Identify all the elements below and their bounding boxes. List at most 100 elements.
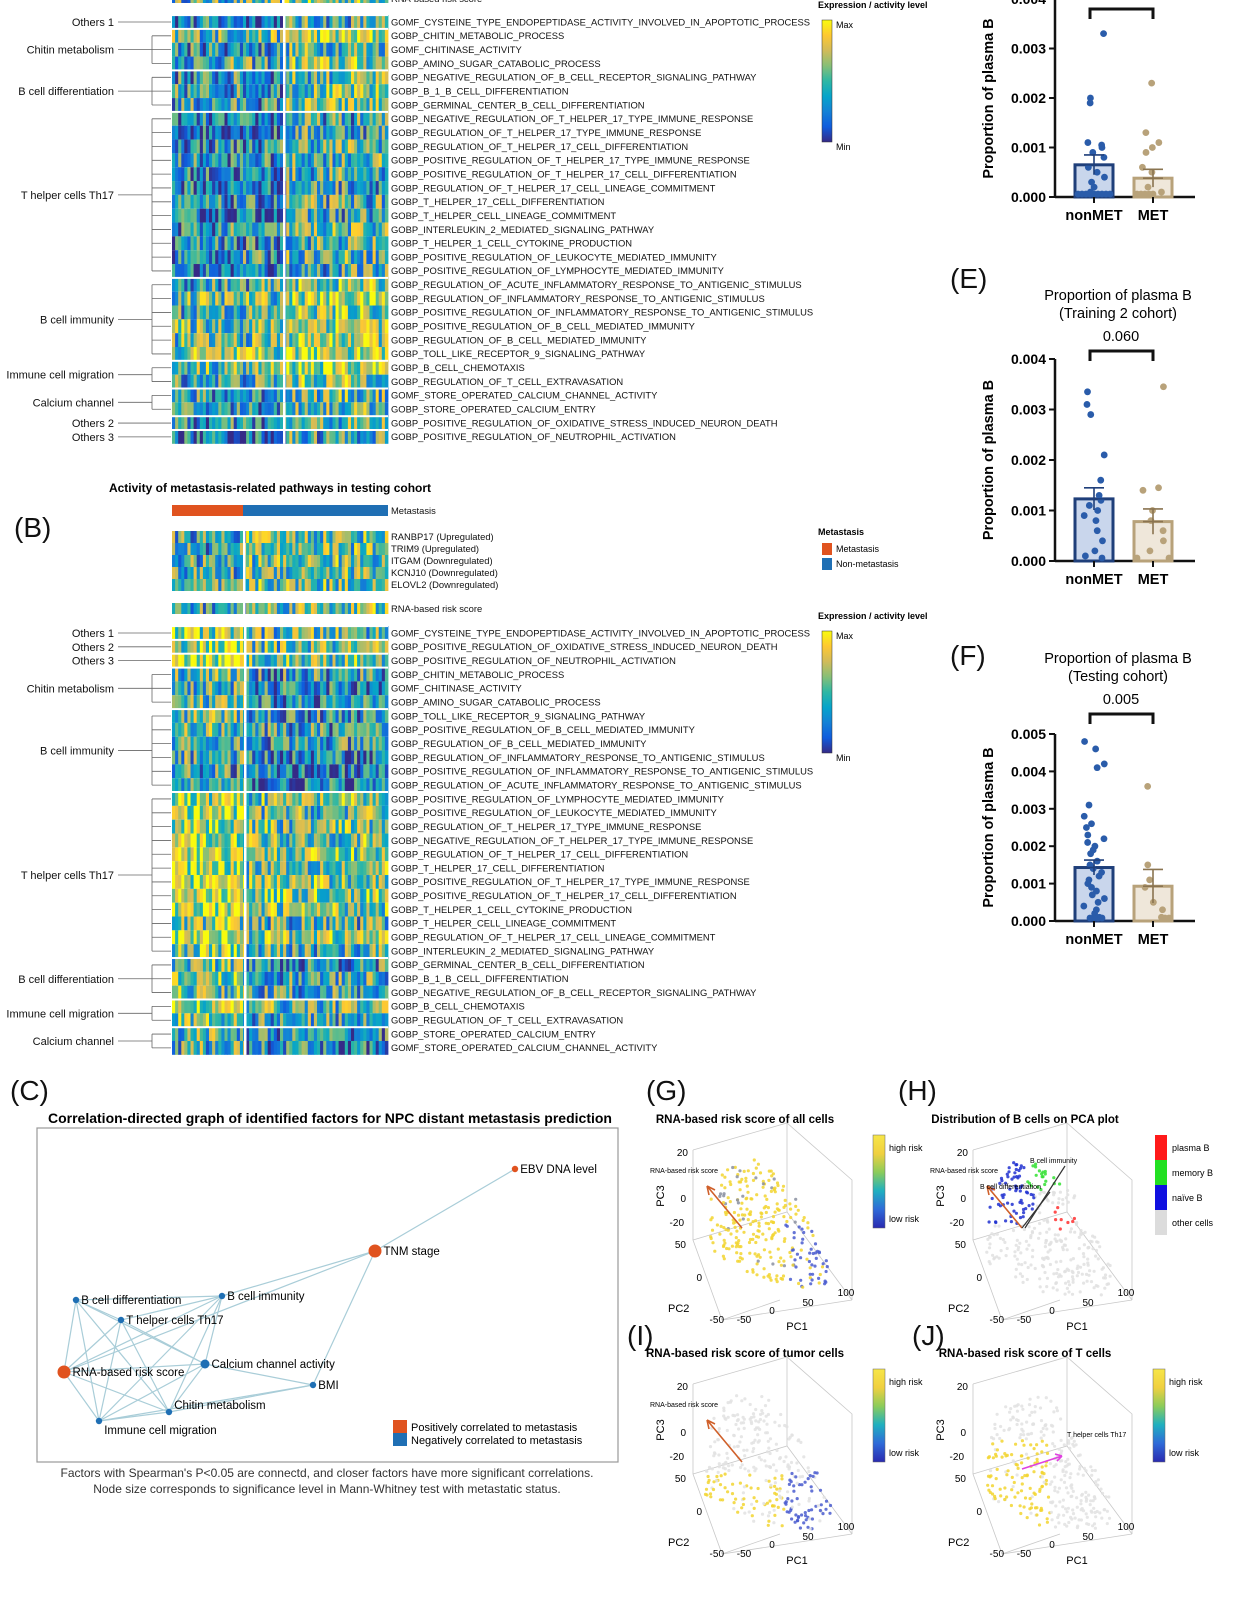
heatmap-cell: [344, 861, 349, 876]
heatmap-cell: [378, 125, 383, 140]
pathway-row-label: GOBP_REGULATION_OF_INFLAMMATORY_RESPONSE…: [391, 293, 765, 304]
heatmap-cell: [205, 111, 210, 126]
heatmap-cell: [280, 750, 284, 765]
heatmap-cell: [307, 603, 312, 614]
heatmap-cell: [212, 1013, 216, 1028]
heatmap-cell: [292, 291, 296, 306]
heatmap-cell: [341, 861, 346, 876]
heatmap-cell: [310, 567, 315, 579]
heatmap-cell: [243, 277, 247, 292]
heatmap-cell: [307, 555, 312, 567]
heatmap-cell: [289, 579, 293, 591]
group-label: Others 3: [72, 656, 114, 668]
heatmap-cell: [280, 28, 284, 43]
heatmap-cell: [267, 778, 272, 793]
heatmap-cell: [360, 333, 364, 348]
heatmap-gap: [244, 985, 247, 1000]
heatmap-cell: [338, 695, 343, 710]
heatmap-cell: [270, 56, 275, 71]
heatmap-cell: [384, 42, 389, 57]
heatmap-cell: [286, 667, 290, 682]
heatmap-cell: [329, 360, 333, 375]
heatmap-cell: [298, 567, 302, 579]
heatmap-cell: [286, 98, 290, 112]
heatmap-cell: [273, 603, 278, 614]
heatmap-cell: [187, 805, 191, 820]
heatmap-cell: [212, 875, 216, 889]
heatmap-cell: [175, 639, 179, 654]
heatmap-cell: [366, 999, 370, 1014]
heatmap-cell: [255, 626, 259, 640]
heatmap-cell: [332, 250, 336, 265]
heatmap-cell: [261, 579, 265, 591]
heatmap-cell: [344, 388, 349, 403]
heatmap-cell: [360, 0, 364, 3]
heatmap-cell: [375, 402, 380, 417]
heatmap-cell: [283, 653, 287, 668]
heatmap-cell: [366, 709, 370, 723]
heatmap-cell: [224, 347, 228, 361]
heatmap-cell: [347, 222, 352, 237]
heatmap-cell: [178, 153, 182, 168]
heatmap-cell: [255, 819, 259, 834]
heatmap-cell: [224, 764, 228, 779]
heatmap-cell: [357, 833, 361, 848]
heatmap-cell: [381, 736, 386, 751]
heatmap-cell: [258, 875, 262, 889]
heatmap-cell: [212, 847, 216, 862]
heatmap-cell: [310, 1013, 315, 1028]
heatmap-cell: [280, 736, 284, 751]
heatmap-cell: [286, 236, 290, 251]
heatmap-cell: [357, 291, 361, 306]
heatmap-cell: [193, 792, 198, 806]
heatmap-cell: [187, 56, 191, 71]
heatmap-cell: [347, 709, 352, 723]
heatmap-cell: [184, 125, 188, 140]
heatmap-cell: [360, 250, 364, 265]
heatmap-cell: [384, 181, 389, 195]
heatmap-cell: [224, 181, 228, 195]
heatmap-cell: [307, 861, 312, 876]
heatmap-cell: [258, 764, 262, 779]
heatmap-gap: [244, 861, 247, 876]
heatmap-cell: [209, 971, 213, 986]
heatmap-cell: [354, 916, 358, 931]
heatmap-cell: [202, 388, 207, 403]
heatmap-cell: [261, 667, 265, 682]
heatmap-cell: [255, 250, 259, 265]
heatmap-cell: [175, 971, 179, 986]
heatmap-cell: [347, 98, 352, 112]
heatmap-cell: [323, 15, 327, 29]
heatmap-cell: [320, 626, 324, 640]
heatmap-cell: [381, 999, 386, 1014]
heatmap-cell: [292, 194, 296, 209]
heatmap-cell: [338, 567, 343, 579]
heatmap-cell: [301, 764, 306, 779]
heatmap-cell: [249, 167, 253, 182]
heatmap-cell: [369, 153, 373, 168]
heatmap-cell: [218, 750, 222, 765]
heatmap-cell: [289, 792, 293, 806]
heatmap-cell: [283, 603, 287, 614]
heatmap-cell: [252, 277, 256, 292]
heatmap-cell: [181, 416, 185, 430]
heatmap-cell: [347, 778, 352, 793]
heatmap-cell: [366, 736, 370, 751]
heatmap-cell: [344, 167, 349, 182]
heatmap-cell: [332, 567, 336, 579]
heatmap-cell: [224, 1013, 228, 1028]
heatmap-cell: [326, 388, 330, 403]
heatmap-cell: [261, 555, 265, 567]
heatmap-cell: [320, 819, 324, 834]
heatmap-cell: [236, 667, 241, 682]
heatmap-cell: [239, 805, 244, 820]
heatmap-cell: [323, 319, 327, 334]
heatmap-cell: [202, 42, 207, 57]
heatmap-cell: [193, 98, 198, 112]
heatmap-cell: [239, 555, 244, 567]
heatmap-cell: [252, 153, 256, 168]
heatmap-cell: [332, 194, 336, 209]
heatmap-cell: [258, 999, 262, 1014]
heatmap-cell: [236, 902, 241, 917]
heatmap-gap: [244, 722, 247, 737]
